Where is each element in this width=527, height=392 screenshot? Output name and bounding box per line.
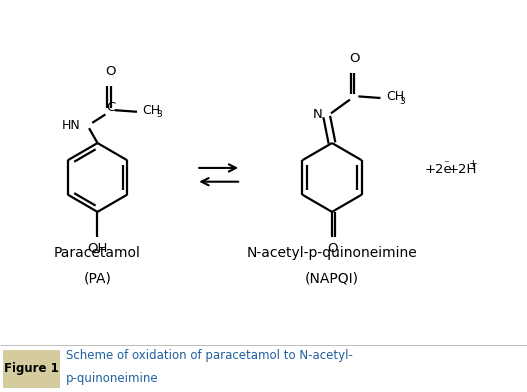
Text: 3: 3: [156, 111, 162, 120]
Text: C: C: [106, 100, 116, 114]
Text: +2e: +2e: [424, 163, 452, 176]
Text: +2H: +2H: [448, 163, 477, 176]
Text: p-quinoneimine: p-quinoneimine: [66, 372, 159, 385]
Text: Paracetamol: Paracetamol: [54, 246, 141, 260]
Text: N-acetyl-p-quinoneimine: N-acetyl-p-quinoneimine: [247, 246, 417, 260]
Text: O: O: [327, 242, 337, 255]
Text: HN: HN: [61, 118, 80, 132]
Text: CH: CH: [142, 103, 160, 117]
Text: OH: OH: [87, 242, 108, 255]
Text: (NAPQI): (NAPQI): [305, 272, 359, 286]
Text: O: O: [349, 52, 359, 65]
Text: 3: 3: [399, 97, 405, 106]
Text: (PA): (PA): [84, 272, 111, 286]
Text: Figure 1: Figure 1: [4, 362, 58, 375]
Text: O: O: [105, 65, 116, 78]
Text: CH: CH: [386, 90, 404, 103]
Text: +: +: [469, 159, 477, 169]
Text: Scheme of oxidation of paracetamol to N-acetyl-: Scheme of oxidation of paracetamol to N-…: [66, 350, 353, 363]
Text: N: N: [313, 108, 323, 121]
Text: ⁻: ⁻: [444, 159, 450, 169]
FancyBboxPatch shape: [3, 350, 60, 388]
